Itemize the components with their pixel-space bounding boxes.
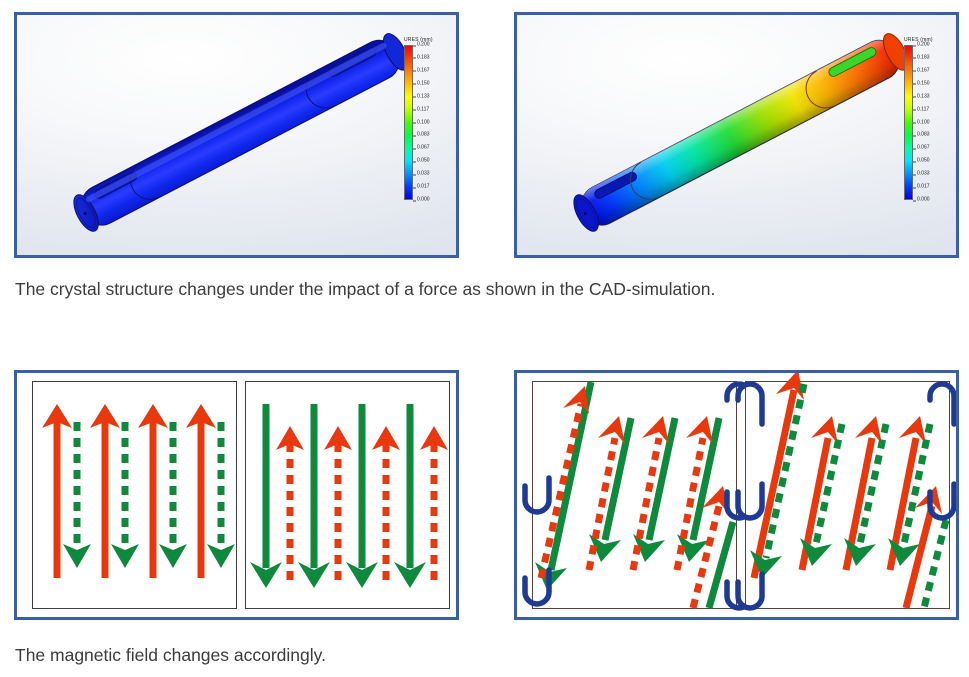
cad-panel-deformed: URES (mm) 0.200 0.183 0.167 0.150 0.133 … [514, 12, 959, 258]
colorbar-tick-list: 0.200 0.183 0.167 0.150 0.133 0.117 0.10… [912, 42, 952, 203]
arrow-group-tilted-up [750, 373, 950, 609]
cad-panel-undeformed: URES (mm) 0.200 0.183 0.167 0.150 0.133 … [14, 12, 459, 258]
colorbar-tick: 0.133 [413, 94, 430, 99]
arrow-pair [842, 416, 890, 571]
arrow-group-tilted-down [535, 381, 737, 609]
cad-rod-undeformed [17, 15, 456, 255]
colorbar-tick: 0.183 [913, 55, 930, 60]
arrow-pair [138, 404, 187, 578]
colorbar-tick: 0.167 [913, 68, 930, 73]
colorbar-tick: 0.033 [413, 171, 430, 177]
magnet-panel-unstrained [14, 370, 459, 620]
magnet-subbox-tilted-up [735, 373, 956, 611]
arrow-pair [90, 404, 139, 578]
magnet-subbox-tilted-down [522, 381, 754, 611]
colorbar-tick: 0.200 [413, 42, 430, 48]
colorbar-tick: 0.183 [413, 55, 430, 60]
magnet-subbox-domains-down [245, 381, 450, 609]
rod-graphic-blue [73, 33, 409, 232]
colorbar-tick: 0.017 [913, 184, 930, 190]
arrow-group-up [42, 404, 235, 578]
magnet-subbox-domains-up [32, 381, 237, 609]
hook-group-left [735, 381, 765, 611]
arrow-pair [750, 373, 808, 579]
colorbar-tick: 0.167 [413, 68, 430, 73]
hook-group-left [522, 475, 552, 607]
arrow-pair [798, 416, 846, 571]
colorbar-legend-deformed: URES (mm) 0.200 0.183 0.167 0.150 0.133 … [898, 37, 952, 203]
arrow-pair [886, 416, 934, 571]
colorbar-tick: 0.050 [913, 158, 930, 164]
colorbar-tick: 0.000 [413, 197, 430, 203]
colorbar-tick: 0.050 [413, 158, 430, 164]
arrow-pair [394, 404, 448, 588]
colorbar-title: URES (mm) [904, 37, 933, 43]
caption-magnetic-field: The magnetic field changes accordingly. [15, 645, 326, 665]
arrow-pair [42, 404, 91, 578]
colorbar-tick-list: 0.200 0.183 0.167 0.150 0.133 0.117 0.10… [412, 42, 452, 203]
colorbar-tick: 0.067 [913, 145, 930, 151]
colorbar-tick: 0.117 [412, 107, 429, 112]
arrow-pair [689, 486, 737, 609]
rod-graphic-rainbow [573, 33, 909, 232]
arrow-pair [673, 416, 723, 571]
colorbar-tick: 0.083 [413, 132, 430, 138]
colorbar-body: 0.200 0.183 0.167 0.150 0.133 0.117 0.10… [398, 42, 452, 203]
colorbar-tick: 0.200 [913, 42, 930, 48]
colorbar-tick: 0.117 [912, 107, 929, 112]
hook-group-right [927, 381, 956, 521]
cad-rod-deformed [517, 15, 956, 255]
caption-cad-simulation: The crystal structure changes under the … [15, 279, 716, 299]
colorbar-tick: 0.017 [413, 184, 430, 190]
colorbar-tick: 0.150 [913, 81, 930, 86]
colorbar-tick: 0.100 [413, 120, 430, 125]
colorbar-title: URES (mm) [404, 37, 433, 43]
colorbar-tick: 0.133 [913, 94, 930, 99]
colorbar-tick: 0.100 [913, 120, 930, 125]
colorbar-legend-undeformed: URES (mm) 0.200 0.183 0.167 0.150 0.133 … [398, 37, 452, 203]
arrow-pair [585, 416, 635, 571]
arrow-pair [250, 404, 304, 588]
colorbar-body: 0.200 0.183 0.167 0.150 0.133 0.117 0.10… [898, 42, 952, 203]
magnet-panel-strained [514, 370, 959, 620]
arrow-pair [629, 416, 679, 571]
colorbar-gradient [404, 45, 413, 200]
colorbar-tick: 0.150 [413, 81, 430, 86]
colorbar-tick: 0.067 [413, 145, 430, 151]
colorbar-tick: 0.033 [913, 171, 930, 177]
arrow-pair [346, 404, 400, 588]
colorbar-tick: 0.000 [913, 197, 930, 203]
arrow-pair [186, 404, 235, 578]
arrow-group-down [250, 404, 448, 588]
arrow-pair [298, 404, 352, 588]
colorbar-tick: 0.083 [913, 132, 930, 138]
colorbar-gradient [904, 45, 913, 200]
